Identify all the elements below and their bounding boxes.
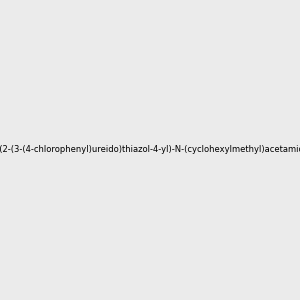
Text: 2-(2-(3-(4-chlorophenyl)ureido)thiazol-4-yl)-N-(cyclohexylmethyl)acetamide: 2-(2-(3-(4-chlorophenyl)ureido)thiazol-4… <box>0 146 300 154</box>
